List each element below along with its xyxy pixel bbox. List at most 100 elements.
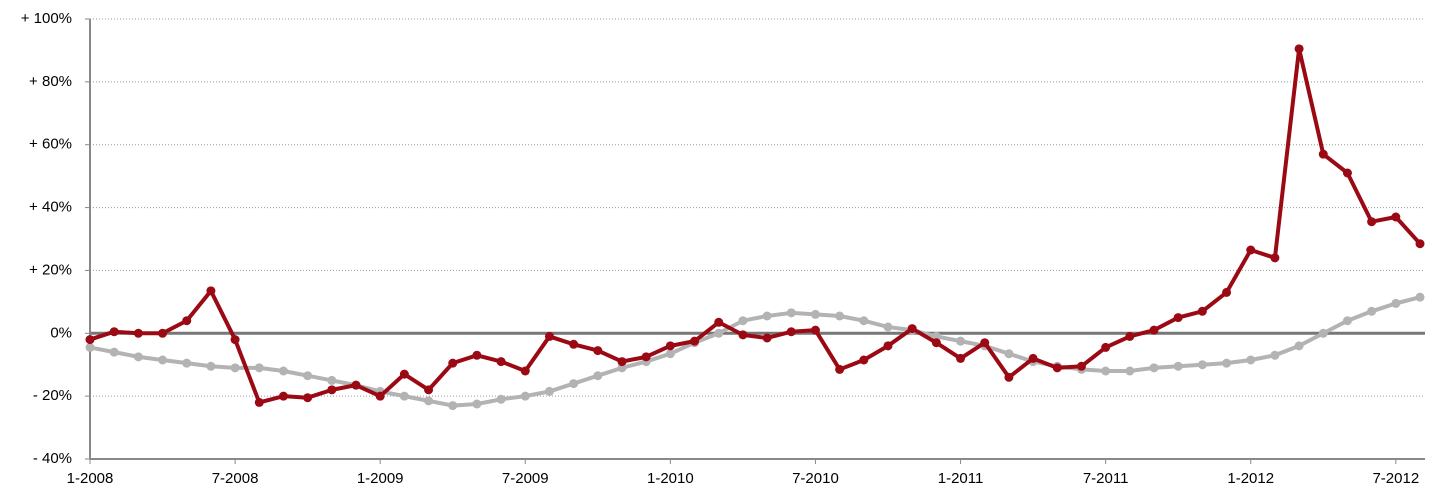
point [810, 325, 820, 335]
point [617, 357, 627, 367]
point [278, 366, 288, 376]
point [520, 366, 530, 376]
point [448, 401, 458, 411]
x-tick-label: 1-2012 [1227, 470, 1274, 487]
point [182, 316, 192, 326]
y-tick-label: 0% [50, 324, 72, 341]
point [544, 386, 554, 396]
point [1004, 349, 1014, 359]
point [714, 328, 724, 338]
y-tick-label: + 80% [29, 73, 72, 90]
point [1125, 331, 1135, 341]
y-tick-label: + 100% [21, 10, 72, 27]
point [835, 364, 845, 374]
point [883, 341, 893, 351]
point [1052, 363, 1062, 373]
y-tick-label: - 40% [33, 450, 72, 467]
y-tick-label: + 20% [29, 261, 72, 278]
point [1222, 358, 1232, 368]
point [133, 352, 143, 362]
x-tick-label: 7-2011 [1083, 470, 1129, 487]
point [230, 363, 240, 373]
point [133, 328, 143, 338]
point [1270, 253, 1280, 263]
point [714, 317, 724, 327]
x-tick-label: 7-2009 [502, 470, 549, 487]
point [1367, 306, 1377, 316]
point [1101, 342, 1111, 352]
point [641, 352, 651, 362]
x-tick-label: 1-2008 [67, 470, 114, 487]
point [85, 335, 95, 345]
point [109, 347, 119, 357]
point [1246, 245, 1256, 255]
point [859, 316, 869, 326]
point [907, 324, 917, 334]
point [327, 375, 337, 385]
point [109, 327, 119, 337]
point [472, 399, 482, 409]
point [1415, 239, 1425, 249]
point [206, 286, 216, 296]
point [85, 342, 95, 352]
point [496, 394, 506, 404]
point [206, 361, 216, 371]
point [351, 380, 361, 390]
point [230, 335, 240, 345]
point [1318, 149, 1328, 159]
point [738, 330, 748, 340]
point [399, 391, 409, 401]
point [1149, 325, 1159, 335]
point [158, 328, 168, 338]
point [1028, 353, 1038, 363]
point [1149, 363, 1159, 373]
x-tick-label: 7-2008 [212, 470, 259, 487]
point [690, 336, 700, 346]
point [1391, 298, 1401, 308]
point [1270, 350, 1280, 360]
x-tick-label: 1-2010 [647, 470, 694, 487]
point [810, 309, 820, 319]
point [327, 385, 337, 395]
point [472, 350, 482, 360]
point [1125, 366, 1135, 376]
point [786, 327, 796, 337]
point [1197, 360, 1207, 370]
y-tick-label: + 40% [29, 199, 72, 216]
point [254, 363, 264, 373]
point [980, 338, 990, 348]
point [1342, 316, 1352, 326]
series-line [89, 46, 1422, 405]
point [399, 369, 409, 379]
x-tick-label: 7-2010 [792, 470, 839, 487]
point [1367, 217, 1377, 227]
point [593, 371, 603, 381]
point [544, 331, 554, 341]
point [786, 308, 796, 318]
y-tick-label: - 20% [33, 387, 72, 404]
point [182, 358, 192, 368]
point [496, 357, 506, 367]
point [1173, 361, 1183, 371]
point [1246, 355, 1256, 365]
point [1294, 341, 1304, 351]
point [1294, 44, 1304, 54]
point [1004, 372, 1014, 382]
point [520, 391, 530, 401]
series-line [89, 295, 1421, 408]
point [956, 353, 966, 363]
point [254, 397, 264, 407]
point [762, 333, 772, 343]
x-tick-label: 7-2012 [1372, 470, 1419, 487]
point [931, 338, 941, 348]
point [1101, 366, 1111, 376]
point [303, 371, 313, 381]
x-tick-label: 1-2011 [938, 470, 984, 487]
point [278, 391, 288, 401]
point [303, 393, 313, 403]
point [424, 385, 434, 395]
point [859, 355, 869, 365]
point [738, 316, 748, 326]
y-tick-label: + 60% [29, 136, 72, 153]
